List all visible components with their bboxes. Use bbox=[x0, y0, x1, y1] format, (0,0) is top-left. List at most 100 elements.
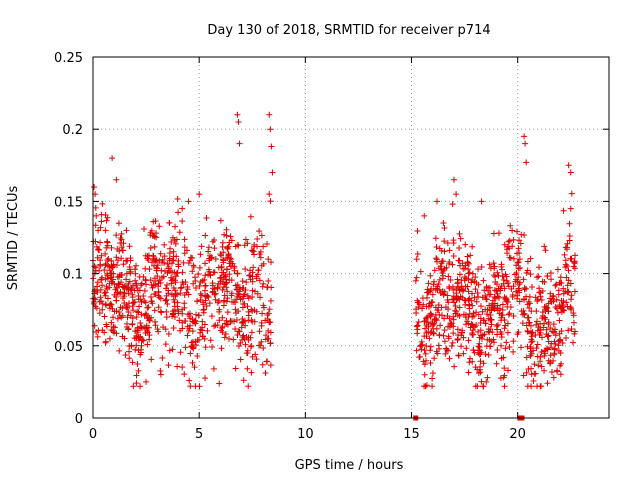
data-point bbox=[258, 338, 265, 345]
data-point bbox=[422, 383, 429, 390]
y-tick-label: 0.15 bbox=[54, 195, 83, 210]
data-point bbox=[93, 329, 100, 336]
data-point bbox=[513, 288, 520, 295]
data-point bbox=[504, 279, 511, 286]
data-point bbox=[527, 255, 534, 262]
data-point bbox=[565, 162, 572, 169]
data-point bbox=[570, 339, 577, 346]
data-point bbox=[491, 263, 498, 270]
data-point bbox=[217, 217, 224, 224]
data-point bbox=[451, 307, 458, 314]
data-point bbox=[161, 241, 168, 248]
data-point bbox=[207, 337, 214, 344]
data-point bbox=[491, 300, 498, 307]
data-point bbox=[526, 293, 533, 300]
data-point bbox=[475, 328, 482, 335]
data-point bbox=[205, 248, 212, 255]
data-point bbox=[446, 247, 453, 254]
data-point bbox=[150, 282, 157, 289]
data-point bbox=[520, 307, 527, 314]
data-point bbox=[189, 254, 196, 261]
data-point bbox=[548, 369, 555, 376]
data-point bbox=[555, 287, 562, 294]
data-point bbox=[179, 306, 186, 313]
data-point bbox=[114, 289, 121, 296]
data-point bbox=[138, 349, 145, 356]
data-point bbox=[557, 274, 564, 281]
data-point bbox=[475, 343, 482, 350]
data-point bbox=[435, 342, 442, 349]
data-point bbox=[167, 268, 174, 275]
data-point bbox=[558, 327, 565, 334]
data-point bbox=[266, 191, 273, 198]
data-point bbox=[423, 321, 430, 328]
data-point bbox=[144, 341, 151, 348]
data-point bbox=[196, 383, 203, 390]
data-point bbox=[482, 306, 489, 313]
data-point bbox=[429, 383, 436, 390]
data-point bbox=[413, 306, 420, 313]
data-point bbox=[175, 263, 182, 270]
data-point bbox=[545, 319, 552, 326]
data-point bbox=[514, 250, 521, 257]
data-point bbox=[114, 315, 121, 322]
data-point bbox=[164, 261, 171, 268]
data-point bbox=[412, 277, 419, 284]
data-point bbox=[109, 155, 116, 162]
data-point bbox=[484, 374, 491, 381]
data-point bbox=[440, 332, 447, 339]
data-point bbox=[428, 320, 435, 327]
data-point bbox=[498, 355, 505, 362]
data-point bbox=[209, 289, 216, 296]
data-point bbox=[232, 365, 239, 372]
data-point bbox=[510, 313, 517, 320]
data-point bbox=[231, 318, 238, 325]
data-point bbox=[523, 354, 530, 361]
data-point bbox=[442, 350, 449, 357]
data-point bbox=[101, 290, 108, 297]
data-point bbox=[534, 318, 541, 325]
data-point bbox=[173, 253, 180, 260]
data-point bbox=[254, 236, 261, 243]
data-point bbox=[471, 349, 478, 356]
data-point bbox=[264, 358, 271, 365]
data-point bbox=[123, 302, 130, 309]
data-point bbox=[168, 239, 175, 246]
data-point bbox=[99, 282, 106, 289]
data-point bbox=[144, 328, 151, 335]
data-point bbox=[235, 343, 242, 350]
data-point bbox=[221, 231, 228, 238]
data-point bbox=[202, 375, 209, 382]
data-point bbox=[216, 306, 223, 313]
data-point bbox=[134, 361, 141, 368]
data-point bbox=[468, 321, 475, 328]
data-point bbox=[502, 345, 509, 352]
data-point bbox=[230, 299, 237, 306]
plot-frame bbox=[92, 56, 610, 419]
data-point bbox=[152, 322, 159, 329]
data-point bbox=[420, 301, 427, 308]
data-point bbox=[149, 300, 156, 307]
data-point bbox=[427, 360, 434, 367]
data-point bbox=[493, 323, 500, 330]
data-point bbox=[103, 217, 110, 224]
data-point bbox=[133, 314, 140, 321]
data-point bbox=[98, 276, 105, 283]
data-point bbox=[469, 243, 476, 250]
data-point bbox=[477, 332, 484, 339]
data-point bbox=[131, 287, 138, 294]
data-point bbox=[239, 318, 246, 325]
data-point bbox=[552, 341, 559, 348]
data-point bbox=[200, 309, 207, 316]
data-point bbox=[516, 289, 523, 296]
data-point bbox=[165, 330, 172, 337]
data-point bbox=[506, 237, 513, 244]
data-point bbox=[482, 320, 489, 327]
data-point bbox=[242, 341, 249, 348]
data-point bbox=[434, 198, 440, 205]
data-point bbox=[234, 111, 241, 118]
data-point bbox=[538, 363, 545, 370]
data-point bbox=[515, 259, 522, 266]
data-point bbox=[256, 277, 263, 284]
data-point bbox=[264, 335, 271, 342]
